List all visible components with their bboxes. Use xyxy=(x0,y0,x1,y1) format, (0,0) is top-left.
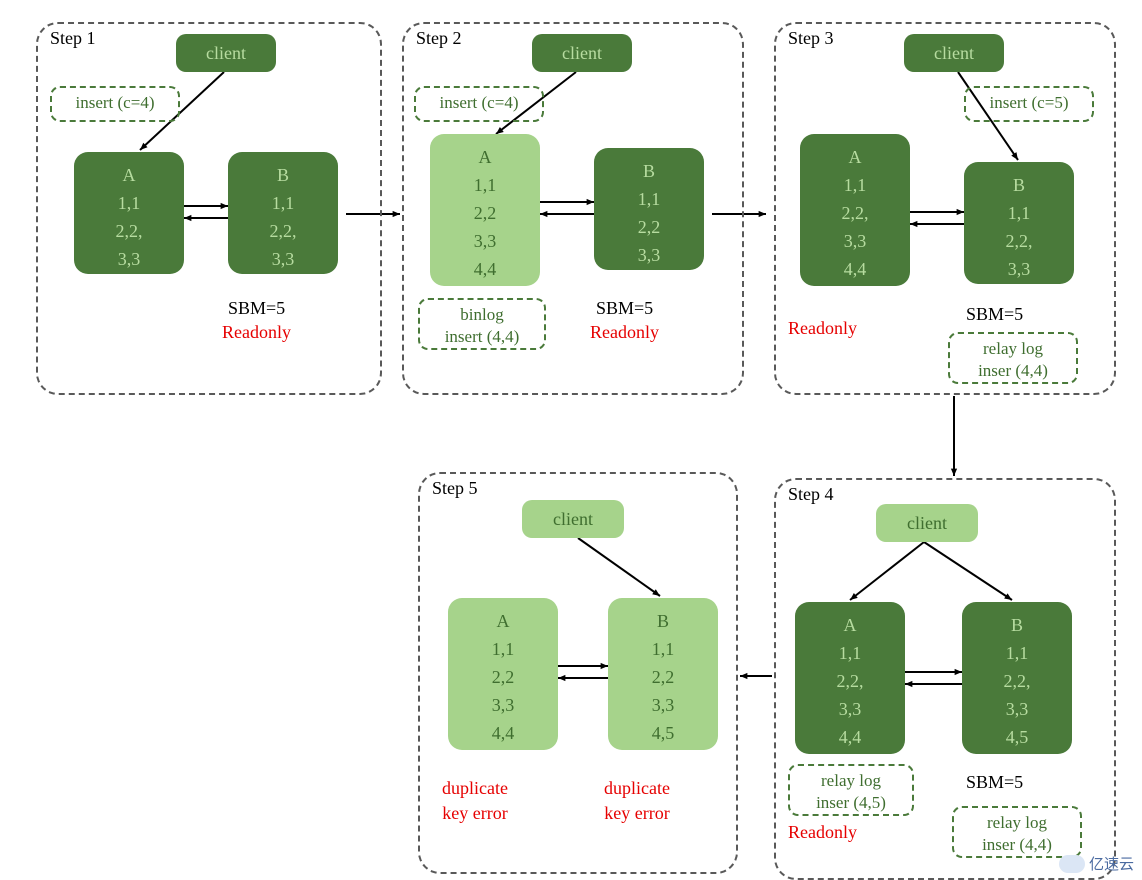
db-label: B xyxy=(982,172,1056,200)
step-label: Step 5 xyxy=(432,478,478,499)
db-row: 2,2 xyxy=(448,200,522,228)
db-row: 3,3 xyxy=(92,246,166,274)
watermark: 亿速云 xyxy=(1059,853,1134,874)
db-row: 2,2, xyxy=(813,668,887,696)
db-row: 1,1 xyxy=(246,190,320,218)
db-row: 3,3 xyxy=(466,692,540,720)
db-row: 2,2, xyxy=(980,668,1054,696)
client-box: client xyxy=(532,34,632,72)
db-row: 1,1 xyxy=(813,640,887,668)
status-text: SBM=5 xyxy=(596,296,653,321)
step-label: Step 4 xyxy=(788,484,834,505)
db-row: 4,4 xyxy=(813,724,887,752)
status-text: SBM=5 xyxy=(228,296,285,321)
log-box: binlog insert (4,4) xyxy=(418,298,546,350)
db-row: 4,5 xyxy=(626,720,700,748)
db-row: 1,1 xyxy=(818,172,892,200)
db-row: 4,4 xyxy=(448,256,522,284)
client-box: client xyxy=(176,34,276,72)
status-text: Readonly xyxy=(590,320,659,345)
db-label: A xyxy=(466,608,540,636)
insert-box: insert (c=4) xyxy=(414,86,544,122)
db-row: 3,3 xyxy=(818,228,892,256)
db-label: A xyxy=(813,612,887,640)
step-label: Step 1 xyxy=(50,28,96,49)
db-row: 1,1 xyxy=(466,636,540,664)
log-box: relay log inser (4,4) xyxy=(948,332,1078,384)
step-label: Step 3 xyxy=(788,28,834,49)
client-box: client xyxy=(876,504,978,542)
db-row: 3,3 xyxy=(813,696,887,724)
db-row: 3,3 xyxy=(612,242,686,270)
status-text: Readonly xyxy=(788,820,857,845)
db-row: 1,1 xyxy=(980,640,1054,668)
db-box-B: B1,12,2,3,34,5 xyxy=(962,602,1072,754)
db-box-A: A1,12,23,34,4 xyxy=(448,598,558,750)
db-box-B: B1,12,2,3,3 xyxy=(964,162,1074,284)
db-row: 2,2 xyxy=(466,664,540,692)
db-row: 2,2, xyxy=(982,228,1056,256)
status-text: SBM=5 xyxy=(966,770,1023,795)
db-row: 3,3 xyxy=(980,696,1054,724)
db-label: B xyxy=(246,162,320,190)
db-box-B: B1,12,2,3,3 xyxy=(228,152,338,274)
db-row: 3,3 xyxy=(626,692,700,720)
client-box: client xyxy=(904,34,1004,72)
db-row: 4,4 xyxy=(818,256,892,284)
db-box-A: A1,12,2,3,3 xyxy=(74,152,184,274)
db-label: A xyxy=(448,144,522,172)
client-box: client xyxy=(522,500,624,538)
db-box-A: A1,12,2,3,34,4 xyxy=(795,602,905,754)
insert-box: insert (c=4) xyxy=(50,86,180,122)
status-text: duplicate key error xyxy=(604,776,670,826)
db-row: 2,2 xyxy=(612,214,686,242)
insert-box: insert (c=5) xyxy=(964,86,1094,122)
status-text: Readonly xyxy=(788,316,857,341)
db-label: A xyxy=(92,162,166,190)
db-label: A xyxy=(818,144,892,172)
db-label: B xyxy=(612,158,686,186)
db-row: 1,1 xyxy=(612,186,686,214)
db-row: 1,1 xyxy=(92,190,166,218)
status-text: SBM=5 xyxy=(966,302,1023,327)
db-row: 3,3 xyxy=(982,256,1056,284)
cloud-icon xyxy=(1059,855,1085,873)
db-label: B xyxy=(980,612,1054,640)
db-row: 1,1 xyxy=(448,172,522,200)
db-row: 3,3 xyxy=(246,246,320,274)
db-label: B xyxy=(626,608,700,636)
db-row: 2,2 xyxy=(626,664,700,692)
db-row: 4,4 xyxy=(466,720,540,748)
db-box-B: B1,12,23,34,5 xyxy=(608,598,718,750)
db-row: 2,2, xyxy=(92,218,166,246)
db-box-B: B1,12,23,3 xyxy=(594,148,704,270)
log-box: relay log inser (4,4) xyxy=(952,806,1082,858)
log-box: relay log inser (4,5) xyxy=(788,764,914,816)
db-row: 4,5 xyxy=(980,724,1054,752)
db-row: 2,2, xyxy=(818,200,892,228)
db-box-A: A1,12,2,3,34,4 xyxy=(800,134,910,286)
status-text: Readonly xyxy=(222,320,291,345)
step-label: Step 2 xyxy=(416,28,462,49)
db-row: 2,2, xyxy=(246,218,320,246)
status-text: duplicate key error xyxy=(442,776,508,826)
db-box-A: A1,12,23,34,4 xyxy=(430,134,540,286)
db-row: 1,1 xyxy=(982,200,1056,228)
watermark-text: 亿速云 xyxy=(1089,853,1134,874)
db-row: 3,3 xyxy=(448,228,522,256)
db-row: 1,1 xyxy=(626,636,700,664)
